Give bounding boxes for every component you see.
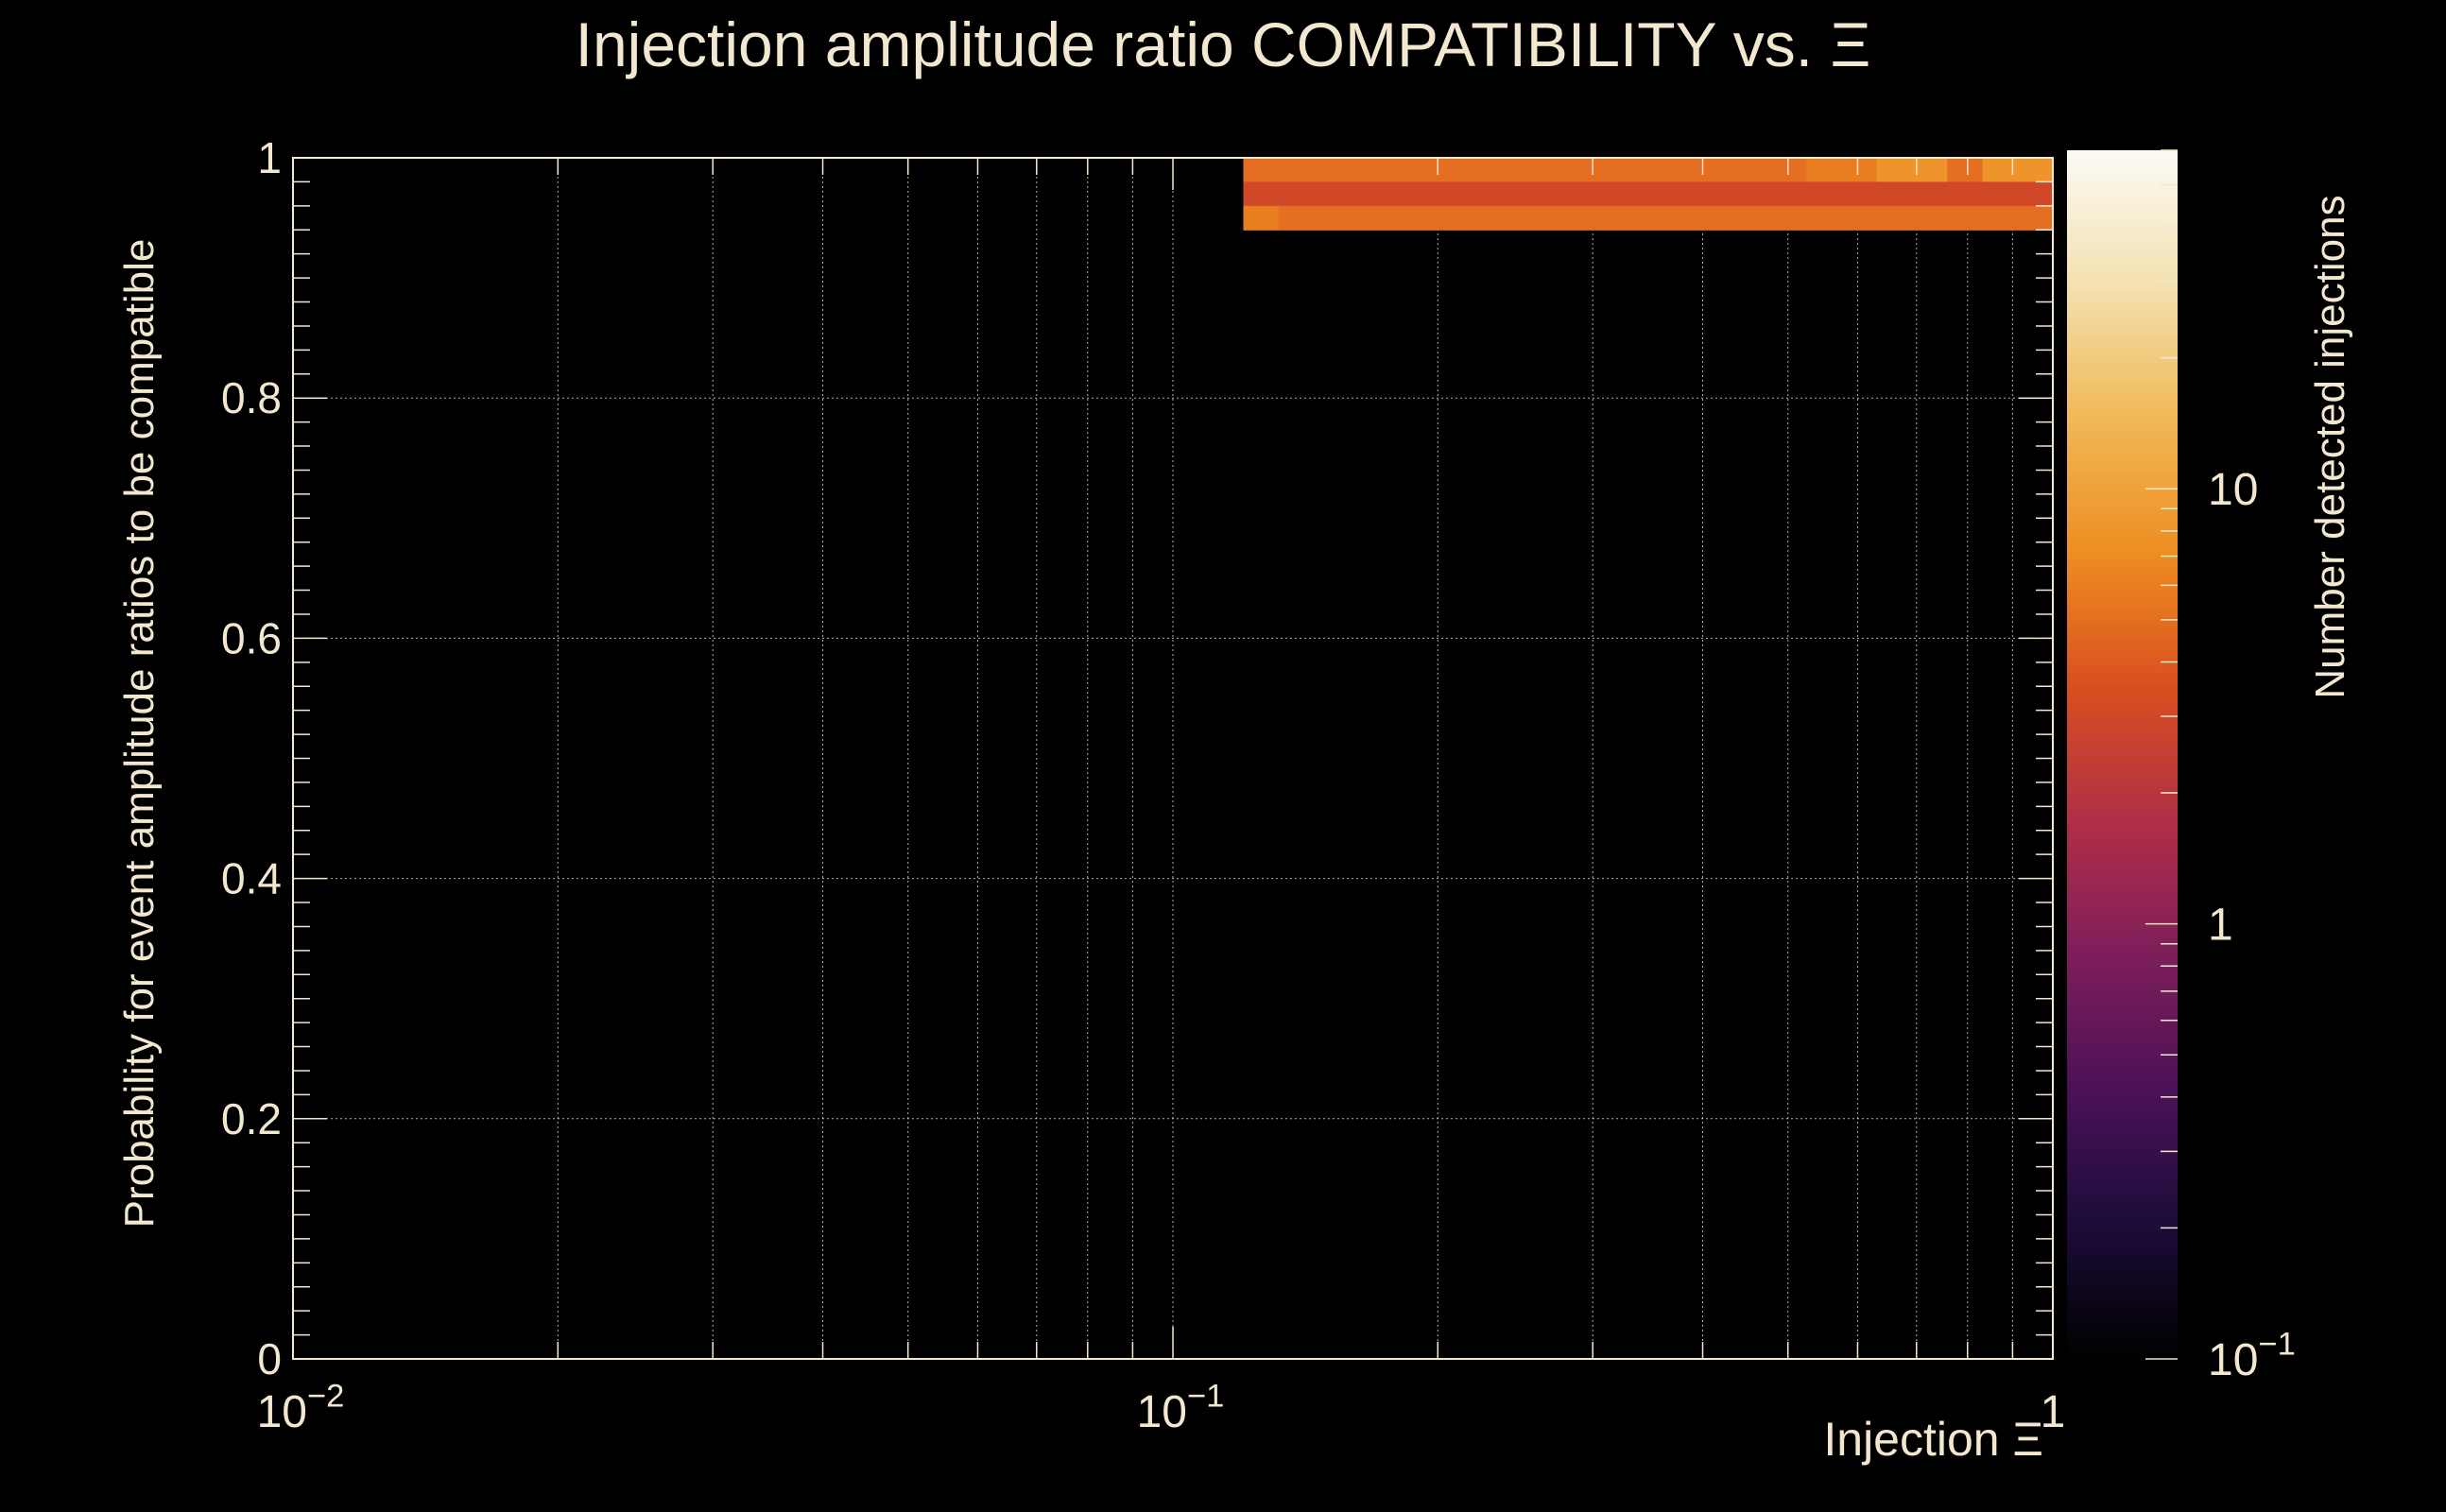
heatmap-cell (1313, 181, 1350, 207)
chart-title: Injection amplitude ratio COMPATIBILITY … (576, 9, 1871, 79)
heatmap-cell (1771, 181, 1807, 207)
heatmap-cell (1490, 181, 1525, 207)
heatmap-cell (1735, 158, 1772, 183)
heatmap-cell (1524, 158, 1561, 183)
heatmap-cell (1454, 205, 1490, 231)
heatmap-cell (1982, 181, 2019, 207)
heatmap-cell (1594, 181, 1631, 207)
heatmap-cell (2017, 181, 2054, 207)
heatmap-cell (1278, 205, 1315, 231)
heatmap-cell (1665, 181, 1702, 207)
heatmap-cell (1384, 158, 1421, 183)
heatmap-cell (1349, 181, 1386, 207)
heatmap-cell (1735, 205, 1772, 231)
heatmap-cell (1559, 181, 1596, 207)
y-tick-label: 1 (257, 133, 282, 182)
heatmap-cell (1806, 181, 1843, 207)
axis-ticks (292, 157, 2053, 1360)
heatmap-cell (1419, 205, 1456, 231)
x-tick-label: 1 (2041, 1387, 2066, 1437)
colorbar-ticks (2145, 149, 2178, 1360)
colorbar-tick-label: 10−1 (2208, 1326, 2296, 1385)
heatmap-cell (1841, 158, 1878, 183)
heatmap-cell (1912, 181, 1948, 207)
heatmap-cell (1700, 181, 1737, 207)
heatmap-cell (1876, 181, 1913, 207)
heatmap-cell (1559, 205, 1596, 231)
heatmap-cell (2017, 158, 2054, 183)
heatmap-cell (1524, 205, 1561, 231)
heatmap-cell (1384, 205, 1421, 231)
x-tick-label: 10−2 (257, 1378, 345, 1437)
heatmap-cell (1947, 181, 1984, 207)
heatmap-cell (1490, 205, 1525, 231)
heatmap-cell (1384, 181, 1421, 207)
heatmap-cell (1700, 158, 1737, 183)
heatmap-cell (1630, 205, 1666, 231)
heatmap-cell (1490, 158, 1525, 183)
heatmap-cell (1278, 181, 1315, 207)
heatmap-cell (1665, 158, 1702, 183)
heatmap-cell (1559, 158, 1596, 183)
heatmap-cell (1912, 158, 1948, 183)
heatmap-cell (1419, 181, 1456, 207)
heatmap-cell (1313, 205, 1350, 231)
y-tick-label: 0.8 (221, 373, 282, 422)
heatmap-cell (1630, 158, 1666, 183)
heatmap-cells (1243, 158, 2054, 231)
heatmap-cell (1349, 158, 1386, 183)
heatmap-cell (1630, 181, 1666, 207)
heatmap-cell (1806, 205, 1843, 231)
grid-lines (292, 157, 2053, 1360)
x-axis-label: Injection Ξ (1823, 1413, 2043, 1466)
y-axis-label: Probability for event amplitude ratios t… (116, 239, 163, 1228)
heatmap-cell (1841, 205, 1878, 231)
heatmap-cell (1771, 205, 1807, 231)
colorbar-tick-label: 10 (2208, 465, 2258, 515)
y-tick-label: 0.4 (221, 854, 282, 903)
y-tick-label: 0.6 (221, 613, 282, 662)
heatmap-cell (1947, 205, 1984, 231)
colorbar-tick-label: 1 (2208, 901, 2233, 951)
heatmap-cell (1349, 205, 1386, 231)
heatmap-cell (1806, 158, 1843, 183)
heatmap-cell (1594, 205, 1631, 231)
heatmap-cell (1912, 205, 1948, 231)
heatmap-cell (1947, 158, 1984, 183)
x-tick-label: 10−1 (1137, 1378, 1225, 1437)
heatmap-cell (1243, 158, 1280, 183)
heatmap-cell (1771, 158, 1807, 183)
y-tick-label: 0.2 (221, 1094, 282, 1143)
heatmap-cell (1982, 205, 2019, 231)
heatmap-cell (1278, 158, 1315, 183)
heatmap-cell (1665, 205, 1702, 231)
heatmap-cell (1876, 205, 1913, 231)
heatmap-cell (1313, 158, 1350, 183)
heatmap-cell (1594, 158, 1631, 183)
heatmap-cell (1243, 181, 1280, 207)
heatmap-cell (1524, 181, 1561, 207)
heatmap-cell (1735, 181, 1772, 207)
heatmap-cell (1876, 158, 1913, 183)
colorbar (2067, 150, 2178, 1359)
y-tick-label: 0 (257, 1334, 282, 1383)
heatmap-cell (1841, 181, 1878, 207)
heatmap-cell (2017, 205, 2054, 231)
heatmap-cell (1700, 205, 1737, 231)
heatmap-cell (1454, 181, 1490, 207)
heatmap-cell (1454, 158, 1490, 183)
heatmap-cell (1243, 205, 1280, 231)
colorbar-label: Number detected injections (2307, 195, 2353, 698)
